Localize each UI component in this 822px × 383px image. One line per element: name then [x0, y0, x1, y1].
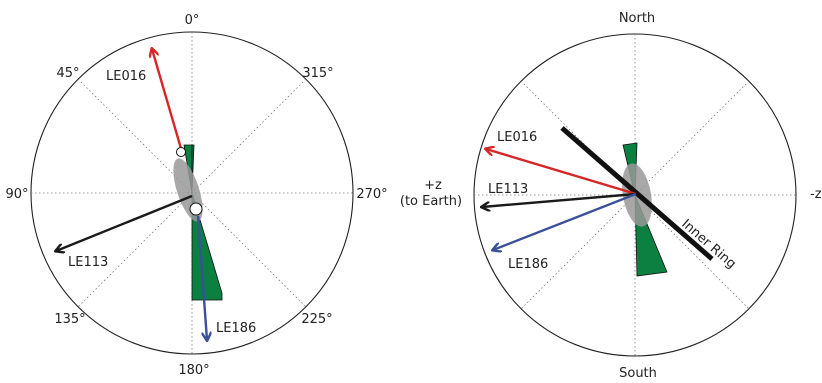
left-label-le016: LE016: [106, 69, 146, 84]
left-arrow-le113: [56, 194, 193, 251]
left-marker-center: [189, 202, 203, 216]
left-angle-225: 225°: [301, 312, 332, 327]
left-angle-270: 270°: [356, 187, 387, 202]
left-label-le186: LE186: [216, 321, 256, 336]
right-label-le186: LE186: [508, 257, 548, 272]
right-inner-ring-label: Inner Ring: [678, 217, 738, 272]
right-label-le113: LE113: [488, 182, 528, 197]
right-polar-panel: North South +z (to Earth) -z LE016 LE113…: [400, 11, 822, 381]
right-label-le016: LE016: [497, 130, 537, 145]
right-south-label: South: [619, 366, 657, 381]
left-angle-90: 90°: [5, 187, 28, 202]
left-angle-315: 315°: [302, 66, 333, 81]
left-angle-0: 0°: [185, 13, 200, 28]
right-arrow-le113: [482, 192, 637, 207]
left-angle-135: 135°: [54, 312, 85, 327]
right-plus-z-label: +z: [424, 178, 442, 193]
right-minus-z-label: -z: [810, 187, 822, 202]
left-gray-ellipse: [173, 158, 203, 222]
right-to-earth-label: (to Earth): [400, 194, 462, 209]
left-marker-small: [176, 147, 186, 157]
right-inner-ring: [560, 126, 714, 261]
left-arrow-le016: [152, 49, 184, 153]
left-angle-180: 180°: [178, 363, 209, 378]
left-polar-panel: 0° 45° 90° 135° 180° 225° 270° 315° LE01…: [5, 13, 387, 378]
right-north-label: North: [619, 11, 655, 26]
right-arrow-le016: [486, 149, 637, 196]
left-label-le113: LE113: [68, 255, 108, 270]
left-angle-45: 45°: [56, 66, 79, 81]
right-arrow-le186: [493, 192, 637, 250]
left-arrow-le186: [196, 215, 207, 340]
